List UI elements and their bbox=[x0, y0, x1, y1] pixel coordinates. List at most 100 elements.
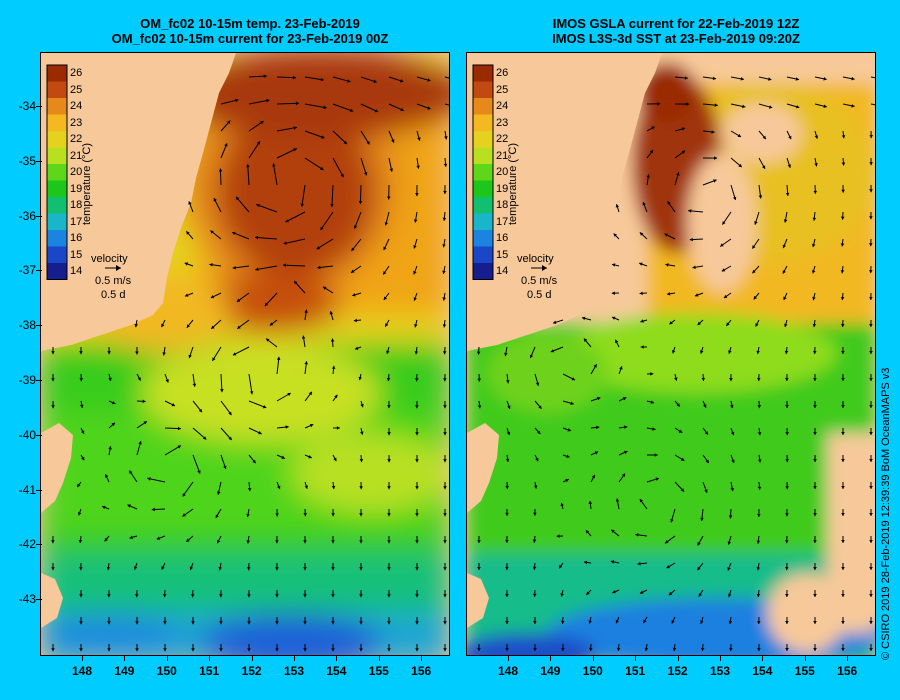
current-arrowhead bbox=[784, 350, 789, 354]
latitude-tick-label: -43 bbox=[18, 592, 36, 607]
latitude-tick-mark bbox=[36, 489, 42, 491]
current-arrowhead bbox=[783, 296, 787, 300]
current-arrowhead bbox=[292, 75, 296, 80]
current-arrowhead bbox=[351, 247, 355, 251]
current-arrow bbox=[276, 126, 297, 132]
longitude-tick-label: 151 bbox=[625, 664, 646, 678]
current-arrow bbox=[316, 238, 334, 250]
colorbar-swatch bbox=[473, 164, 493, 181]
current-arrowhead bbox=[529, 354, 534, 359]
current-arrowhead bbox=[134, 323, 138, 328]
velocity-label: velocity bbox=[91, 253, 128, 265]
current-arrowhead bbox=[726, 322, 730, 326]
latitude-tick-mark bbox=[36, 544, 42, 546]
current-arrowhead bbox=[654, 453, 658, 457]
current-arrowhead bbox=[442, 297, 446, 301]
current-arrowhead bbox=[674, 377, 678, 381]
current-arrowhead bbox=[812, 217, 817, 221]
current-arrowhead bbox=[156, 536, 161, 540]
current-arrowhead bbox=[783, 219, 788, 223]
latitude-tick-mark bbox=[36, 599, 42, 601]
current-arrowhead bbox=[728, 515, 733, 519]
current-arrowhead bbox=[161, 566, 165, 570]
current-arrow bbox=[332, 103, 354, 112]
latitude-tick-label: -34 bbox=[18, 99, 36, 113]
current-arrowhead bbox=[757, 648, 761, 651]
current-arrows bbox=[476, 76, 875, 652]
current-arrow bbox=[444, 76, 449, 79]
longitude-tick-label: 154 bbox=[752, 664, 773, 678]
current-arrowhead bbox=[533, 512, 537, 516]
current-arrowhead bbox=[389, 168, 394, 172]
longitude-tick-mark bbox=[336, 655, 338, 661]
current-arrowhead bbox=[191, 648, 195, 652]
longitude-tick-mark bbox=[677, 655, 679, 661]
current-arrowhead bbox=[111, 401, 116, 405]
current-arrowhead bbox=[374, 109, 379, 113]
colorbar-label: 22 bbox=[70, 133, 83, 145]
current-arrowhead bbox=[111, 422, 115, 427]
current-arrowhead bbox=[757, 621, 761, 624]
colorbar-label: 21 bbox=[70, 149, 83, 162]
current-arrowhead bbox=[227, 120, 231, 124]
current-arrowhead bbox=[869, 621, 873, 624]
current-arrowhead bbox=[442, 217, 447, 221]
current-arrowhead bbox=[107, 351, 111, 355]
current-arrowhead bbox=[143, 421, 147, 425]
current-arrowhead bbox=[869, 135, 873, 139]
current-arrowhead bbox=[191, 621, 195, 625]
current-arrowhead bbox=[624, 450, 628, 455]
current-arrowhead bbox=[785, 567, 789, 571]
colorbar-swatch bbox=[47, 164, 67, 181]
current-arrowhead bbox=[232, 231, 236, 236]
current-arrowhead bbox=[147, 477, 151, 481]
current-arrowhead bbox=[731, 459, 735, 463]
colorbar-label: 18 bbox=[496, 199, 509, 211]
current-arrowhead bbox=[387, 540, 391, 544]
current-arrowhead bbox=[135, 594, 139, 598]
current-arrowhead bbox=[566, 454, 570, 458]
current-arrowhead bbox=[79, 621, 83, 625]
colorbar-swatch bbox=[473, 81, 493, 99]
current-arrowhead bbox=[415, 540, 419, 544]
current-arrowhead bbox=[275, 513, 279, 517]
current-arrowhead bbox=[639, 291, 643, 296]
current-arrowhead bbox=[784, 323, 788, 327]
current-arrowhead bbox=[366, 141, 370, 145]
current-arrowhead bbox=[737, 133, 741, 137]
current-arrowhead bbox=[785, 405, 789, 408]
current-arrowhead bbox=[762, 165, 766, 169]
current-arrowhead bbox=[582, 316, 586, 321]
current-arrowhead bbox=[330, 203, 334, 207]
current-arrowhead bbox=[442, 244, 446, 248]
current-arrowhead bbox=[727, 541, 732, 545]
current-arrowhead bbox=[506, 380, 510, 384]
current-arrowhead bbox=[477, 405, 482, 409]
current-arrowhead bbox=[851, 104, 855, 108]
current-arrowhead bbox=[698, 593, 702, 597]
current-arrowhead bbox=[589, 647, 593, 651]
current-arrowhead bbox=[224, 143, 228, 147]
colorbar-label: 20 bbox=[70, 166, 83, 178]
current-arrowhead bbox=[738, 163, 742, 168]
longitude-tick-label: 156 bbox=[837, 664, 858, 678]
longitude-tick-label: 155 bbox=[794, 664, 815, 678]
current-arrowhead bbox=[304, 485, 308, 489]
colorbar-swatch bbox=[47, 81, 67, 99]
current-arrowhead bbox=[355, 346, 359, 350]
current-arrowhead bbox=[676, 403, 680, 407]
current-arrowhead bbox=[275, 567, 279, 571]
current-arrowhead bbox=[256, 141, 261, 145]
current-arrowhead bbox=[266, 338, 270, 342]
current-arrowhead bbox=[869, 270, 873, 274]
current-arrowhead bbox=[588, 500, 593, 505]
current-arrow bbox=[360, 157, 367, 176]
longitude-tick-mark bbox=[294, 655, 295, 661]
current-arrowhead bbox=[813, 432, 817, 435]
current-arrowhead bbox=[611, 529, 615, 533]
current-arrowhead bbox=[287, 393, 291, 397]
current-arrowhead bbox=[383, 246, 387, 251]
colorbar-label: 22 bbox=[496, 133, 509, 145]
current-arrowhead bbox=[129, 470, 133, 474]
current-arrowhead bbox=[285, 425, 289, 429]
